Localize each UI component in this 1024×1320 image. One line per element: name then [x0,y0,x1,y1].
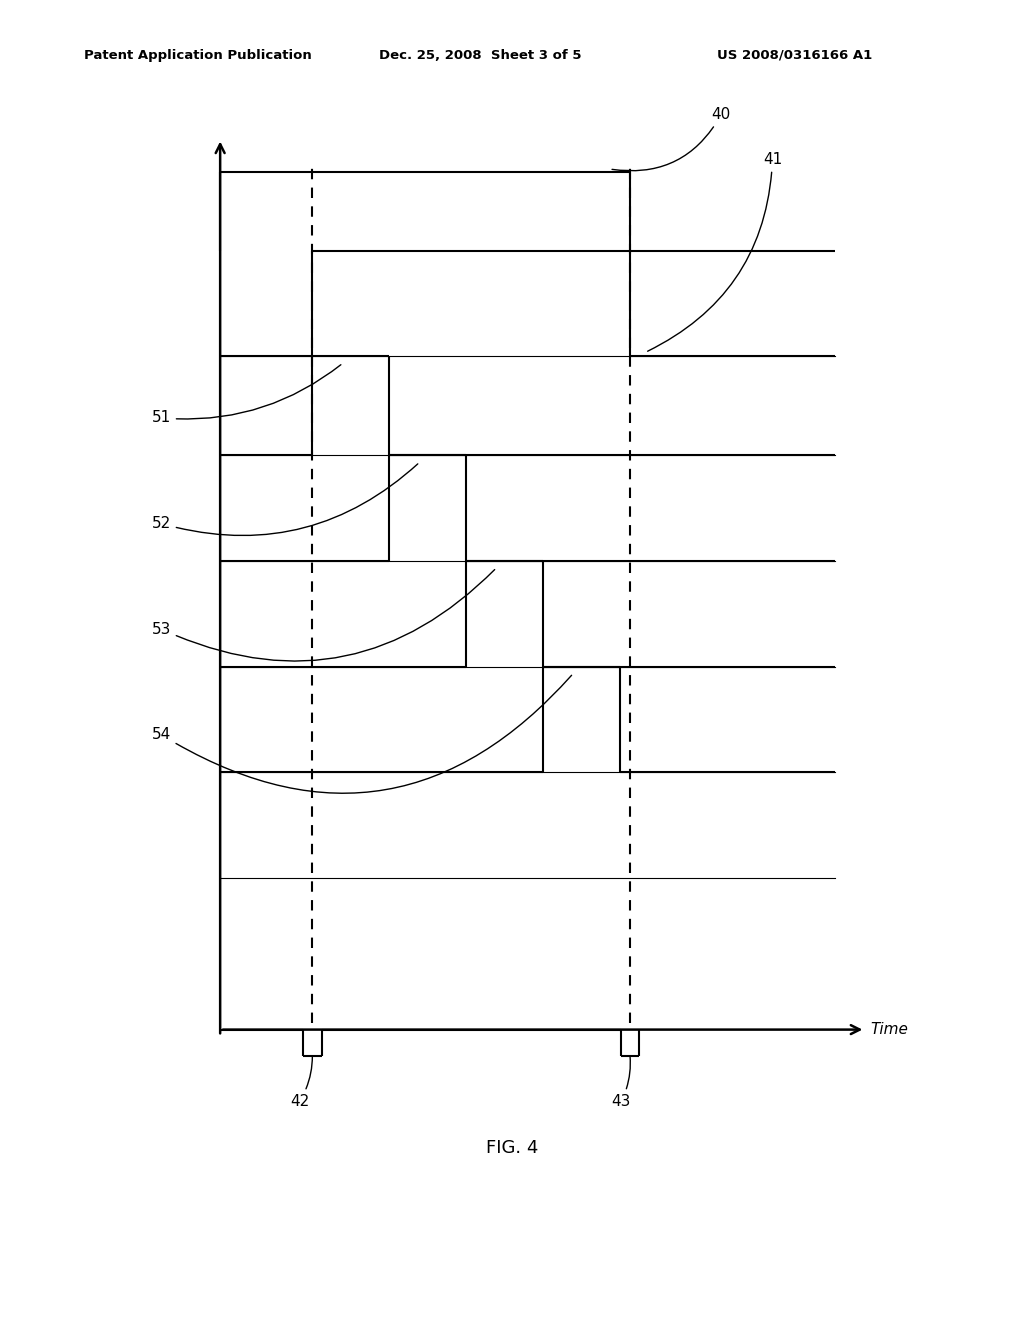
Text: 54: 54 [152,676,571,793]
Text: 52: 52 [152,463,418,536]
Text: Time: Time [870,1022,908,1038]
Text: Dec. 25, 2008  Sheet 3 of 5: Dec. 25, 2008 Sheet 3 of 5 [379,49,582,62]
Text: FIG. 4: FIG. 4 [485,1139,539,1158]
Text: 41: 41 [647,152,782,351]
Text: 51: 51 [152,364,341,425]
Text: US 2008/0316166 A1: US 2008/0316166 A1 [717,49,872,62]
Text: 40: 40 [612,107,731,170]
Text: 53: 53 [152,569,495,661]
Text: 42: 42 [290,1056,312,1109]
Text: 43: 43 [611,1056,631,1109]
Text: Patent Application Publication: Patent Application Publication [84,49,311,62]
